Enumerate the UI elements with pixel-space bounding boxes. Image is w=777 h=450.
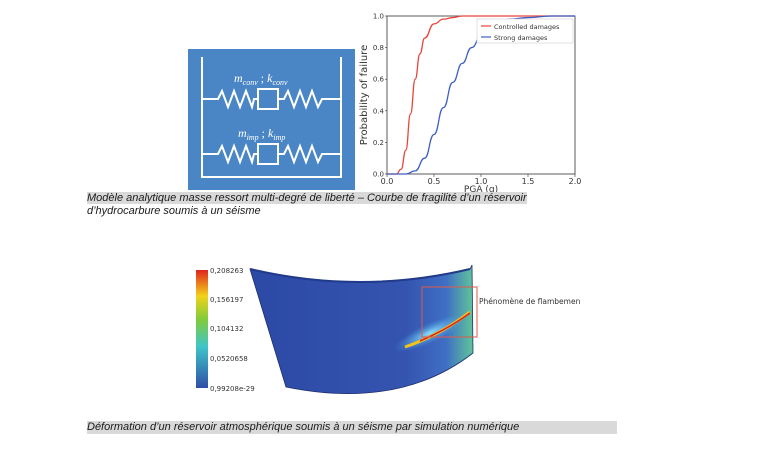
scale-value-1: 0,208263 <box>210 267 243 275</box>
y-axis-label: Probability of failure <box>359 45 370 145</box>
y-tick-label: 0.4 <box>373 107 385 115</box>
y-tick-label: 0.6 <box>373 76 385 84</box>
series-line-strong-damages <box>387 15 575 175</box>
legend-label-strong: Strong damages <box>494 34 548 42</box>
x-tick-label: 1.0 <box>475 177 488 186</box>
scale-value-4: 0,0520658 <box>210 355 248 363</box>
svg-text:mconv ; kconv: mconv ; kconv <box>234 71 288 87</box>
imp-mass-sub: imp <box>247 133 259 142</box>
spring-mass-diagram: mconv ; kconv mimp ; kimp <box>188 49 355 190</box>
imp-stiffness-label: k <box>268 126 274 140</box>
legend-label-controlled: Controlled damages <box>494 23 560 31</box>
buckling-ridge-core <box>419 312 471 342</box>
imp-mass-label: m <box>238 126 247 140</box>
spring-mass-schematic: mconv ; kconv mimp ; kimp <box>201 57 342 178</box>
imp-stiffness-sub: imp <box>273 133 285 142</box>
imp-sep: ; <box>259 126 268 140</box>
conv-stiffness-label: k <box>267 71 273 85</box>
caption-1-line-2: d’hydrocarbure soumis à un séisme <box>87 205 261 217</box>
scale-value-3: 0,104132 <box>210 325 243 333</box>
caption-1-line-1: Modèle analytique masse ressort multi-de… <box>87 192 527 204</box>
simulation-svg: 0,208263 0,156197 0,104132 0,0520658 0,9… <box>196 264 583 394</box>
x-tick-label: 2.0 <box>569 177 582 186</box>
color-scale-bar <box>196 270 208 388</box>
svg-text:mimp ; kimp: mimp ; kimp <box>238 126 285 142</box>
buckling-zone <box>393 313 467 353</box>
conv-stiffness-sub: conv <box>272 78 288 87</box>
conv-mass-sub: conv <box>243 78 259 87</box>
x-tick-label: 0.5 <box>428 177 441 186</box>
fragility-chart: 0.0 0.5 1.0 1.5 2.0 0.0 0.2 0.4 0.6 0.8 1.0 PGA (… <box>355 4 595 196</box>
figure-caption-1: Modèle analytique masse ressort multi-de… <box>87 192 617 218</box>
shell-top-edge <box>249 268 471 283</box>
annotation-box <box>421 286 478 338</box>
series-line-controlled-damages <box>387 15 575 175</box>
scale-value-2: 0,156197 <box>210 296 243 304</box>
conv-mass-label: m <box>234 71 243 85</box>
simulation-figure: 0,208263 0,156197 0,104132 0,0520658 0,9… <box>190 255 583 400</box>
y-tick-label: 0.0 <box>373 171 384 179</box>
annotation-label: Phénomène de flambement <box>479 297 580 306</box>
y-tick-label: 0.8 <box>373 44 384 52</box>
chart-legend: Controlled damages Strong damages <box>476 18 574 44</box>
x-axis-label: PGA (g) <box>464 185 498 194</box>
fragility-chart-svg: 0.0 0.5 1.0 1.5 2.0 0.0 0.2 0.4 0.6 0.8 1.0 PGA (… <box>359 13 582 196</box>
scale-value-5: 0,99208e-29 <box>210 385 255 393</box>
x-tick-label: 1.5 <box>522 177 535 186</box>
figure-caption-2: Déformation d’un réservoir atmosphérique… <box>87 421 617 434</box>
y-tick-label: 0.2 <box>373 139 384 147</box>
x-tick-label: 0.0 <box>381 177 394 186</box>
conv-sep: ; <box>258 71 267 85</box>
y-tick-label: 1.0 <box>373 13 384 21</box>
